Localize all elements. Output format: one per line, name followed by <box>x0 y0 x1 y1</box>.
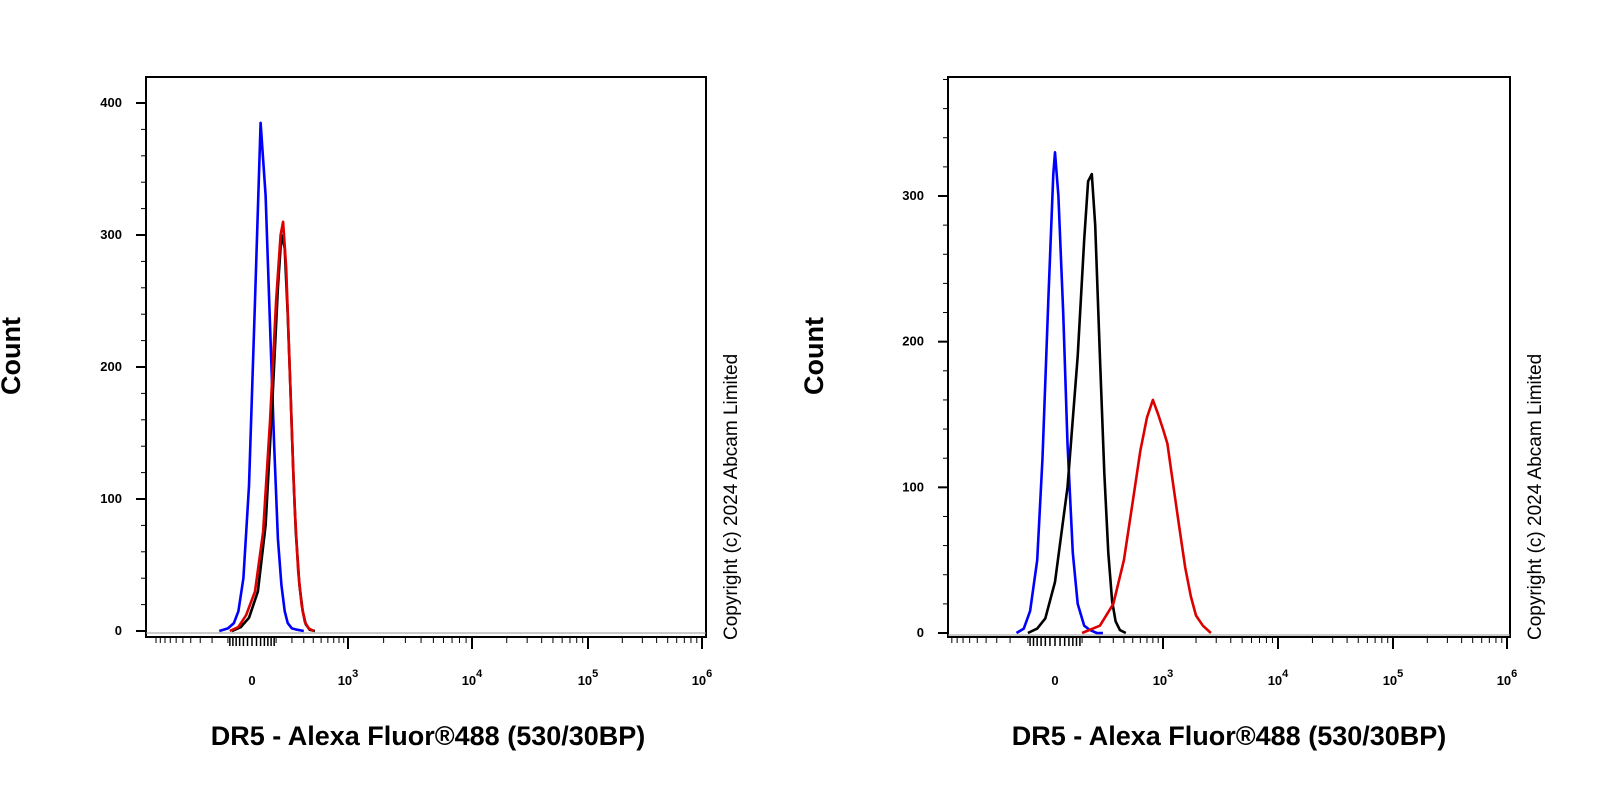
left-histogram-panel: 0 100 200 300 400 0 103 104 105 106 Count DR5 - Ale… <box>0 76 742 751</box>
y-tick-label: 100 <box>902 479 924 494</box>
y-tick-label: 200 <box>902 334 924 349</box>
x-tick-label: 104 <box>1268 668 1289 688</box>
x-tick-label: 105 <box>1383 668 1404 688</box>
histogram-series-0 <box>1015 151 1103 635</box>
series-group <box>218 121 316 633</box>
histogram-series-1 <box>1027 172 1127 635</box>
x-tick-label: 0 <box>1051 673 1058 688</box>
plot-frame <box>145 76 707 638</box>
y-tick-label: 400 <box>100 95 122 110</box>
histogram-series-2 <box>1081 398 1212 635</box>
y-tick-label: 0 <box>917 625 924 640</box>
x-tick-label: 106 <box>1497 668 1518 688</box>
y-tick-label: 0 <box>115 623 122 638</box>
plot-frame <box>947 76 1511 638</box>
y-tick-label: 300 <box>100 227 122 242</box>
y-axis-title: Count <box>799 317 829 395</box>
x-tick-label: 103 <box>338 668 359 688</box>
x-tick-label: 105 <box>578 668 599 688</box>
x-axis-title: DR5 - Alexa Fluor®488 (530/30BP) <box>211 721 646 751</box>
series-group <box>1015 151 1212 635</box>
x-axis-title: DR5 - Alexa Fluor®488 (530/30BP) <box>1012 721 1447 751</box>
x-tick-label: 103 <box>1153 668 1174 688</box>
y-tick-label: 200 <box>100 359 122 374</box>
y-axis-title: Count <box>0 317 26 395</box>
y-tick-label: 300 <box>902 188 924 203</box>
y-tick-label: 100 <box>100 491 122 506</box>
x-tick-label: 104 <box>462 668 483 688</box>
x-tick-label: 0 <box>248 673 255 688</box>
right-histogram-panel: 0 100 200 300 0 103 104 105 106 Count DR5 - Alexa … <box>799 76 1546 751</box>
histogram-series-0 <box>218 121 305 633</box>
histogram-series-2 <box>229 220 315 633</box>
copyright-notice: Copyright (c) 2024 Abcam Limited <box>721 354 742 640</box>
copyright-notice: Copyright (c) 2024 Abcam Limited <box>1525 354 1546 640</box>
x-tick-label: 106 <box>692 668 713 688</box>
